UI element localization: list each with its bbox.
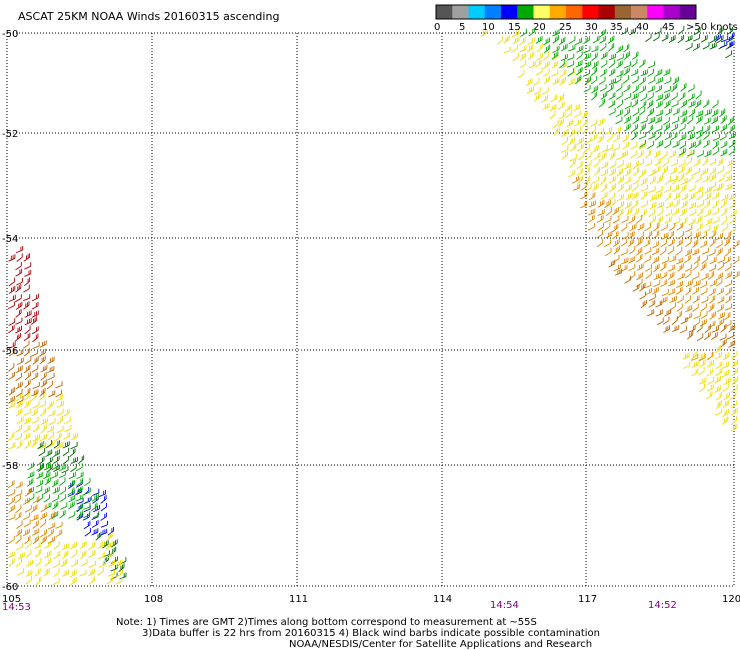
lon-label: 108 (144, 594, 163, 605)
legend-label: >50 knots (686, 22, 738, 33)
legend-swatch (533, 5, 551, 19)
legend-border (435, 4, 697, 20)
legend-swatch (452, 5, 469, 19)
lat-label: -50 (2, 29, 18, 40)
lat-label: -58 (2, 461, 18, 472)
wind-barb-group (7, 176, 740, 545)
legend-swatch (631, 5, 648, 19)
wind-barb-group (8, 259, 736, 404)
legend-swatch (679, 5, 697, 19)
lat-label: -54 (2, 234, 18, 245)
legend-swatch (436, 5, 453, 19)
lon-label: 111 (289, 594, 308, 605)
wind-barbs (7, 25, 740, 586)
legend-swatch (549, 5, 567, 19)
legend-label: 20 (533, 22, 546, 33)
note-line-3: NOAA/NESDIS/Center for Satellite Applica… (289, 639, 592, 650)
lon-label: 117 (578, 594, 597, 605)
legend-label: 45 (662, 22, 675, 33)
legend-label: 10 (482, 22, 495, 33)
legend-swatch (468, 5, 486, 19)
latitude-labels: -50 -52 -54 -56 -58 -60 (2, 29, 18, 593)
footnotes: Note: 1) Times are GMT 2)Times along bot… (116, 617, 600, 650)
note-line-1: Note: 1) Times are GMT 2)Times along bot… (116, 617, 537, 628)
lon-label: 120 (722, 594, 740, 605)
legend-swatch (647, 5, 664, 19)
wind-barb-group (26, 27, 736, 519)
lon-label: 105 (2, 594, 21, 605)
lat-label: -56 (2, 346, 18, 357)
map-frame (6, 32, 735, 587)
wind-barb-group (7, 29, 739, 586)
map-title: ASCAT 25KM NOAA Winds 20160315 ascending (18, 10, 279, 23)
legend-label: 40 (636, 22, 649, 33)
legend-label: 25 (559, 22, 572, 33)
wind-barb-group (7, 246, 39, 349)
lat-label: -52 (2, 129, 18, 140)
legend-swatch (598, 5, 616, 19)
legend-swatch (484, 5, 502, 19)
legend-label: 0 (434, 22, 440, 33)
time-label: 14:52 (648, 600, 677, 611)
legend-swatch (517, 5, 534, 19)
lat-lon-grid (7, 33, 734, 586)
legend-label: 15 (508, 22, 521, 33)
legend-swatch (501, 5, 518, 19)
wind-barb-group (37, 25, 734, 580)
legend-label: 35 (610, 22, 623, 33)
legend-swatch (663, 5, 681, 19)
wind-speed-legend (435, 4, 697, 20)
legend-label: 5 (459, 22, 465, 33)
lat-label: -60 (2, 582, 18, 593)
legend-swatch (614, 5, 632, 19)
time-label: 14:53 (2, 602, 31, 613)
time-labels: 14:53 14:54 14:52 (2, 600, 677, 613)
wind-barb-group (67, 32, 735, 537)
legend-labels: 0 5 10 15 20 25 30 35 40 45 >50 knots (434, 22, 738, 33)
note-line-2: 3)Data buffer is 22 hrs from 20160315 4)… (142, 628, 600, 639)
legend-swatch (566, 5, 583, 19)
legend-swatch (582, 5, 599, 19)
legend-label: 30 (585, 22, 598, 33)
lon-label: 114 (433, 594, 452, 605)
time-label: 14:54 (490, 600, 519, 611)
longitude-labels: 105 108 111 114 117 120 (2, 594, 740, 605)
